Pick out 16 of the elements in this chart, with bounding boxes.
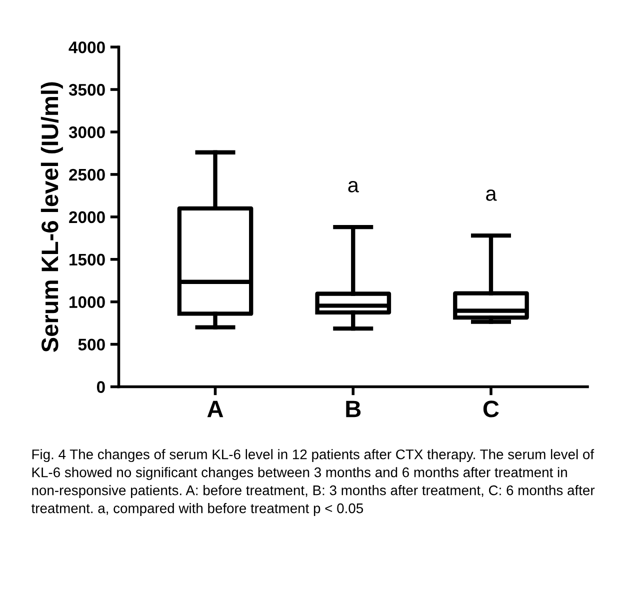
x-tick-label: A — [207, 400, 224, 418]
x-tick-label: C — [483, 400, 499, 418]
y-tick-label: 0 — [96, 381, 105, 393]
y-tick-label: 3000 — [68, 126, 105, 138]
y-tick-label: 1000 — [70, 296, 105, 308]
caption: Fig. 4 The changes of serum KL-6 level in 12 patients after CTX therapy. The serum level of KL-6 showed no significant changes between 3 months and 6 months after treatment in non-responsive patients. A: before treatment, B: 3 months after treatment, C: 6 months after treatment. a, compared with before treatment p < 0.05 — [31, 449, 595, 516]
annotation: a — [486, 190, 497, 201]
y-tick-label: 3500 — [68, 84, 105, 96]
y-tick-label: 4000 — [68, 41, 105, 54]
y-tick-label: 1500 — [70, 254, 105, 266]
y-tick-label: 2500 — [69, 168, 105, 181]
x-tick-label: B — [346, 400, 361, 418]
y-tick-label: 500 — [78, 338, 105, 350]
y-tick-label: 2000 — [69, 211, 105, 224]
annotation: a — [348, 181, 359, 192]
y-axis-title: Serum KL-6 level (IU/ml) — [40, 82, 63, 352]
